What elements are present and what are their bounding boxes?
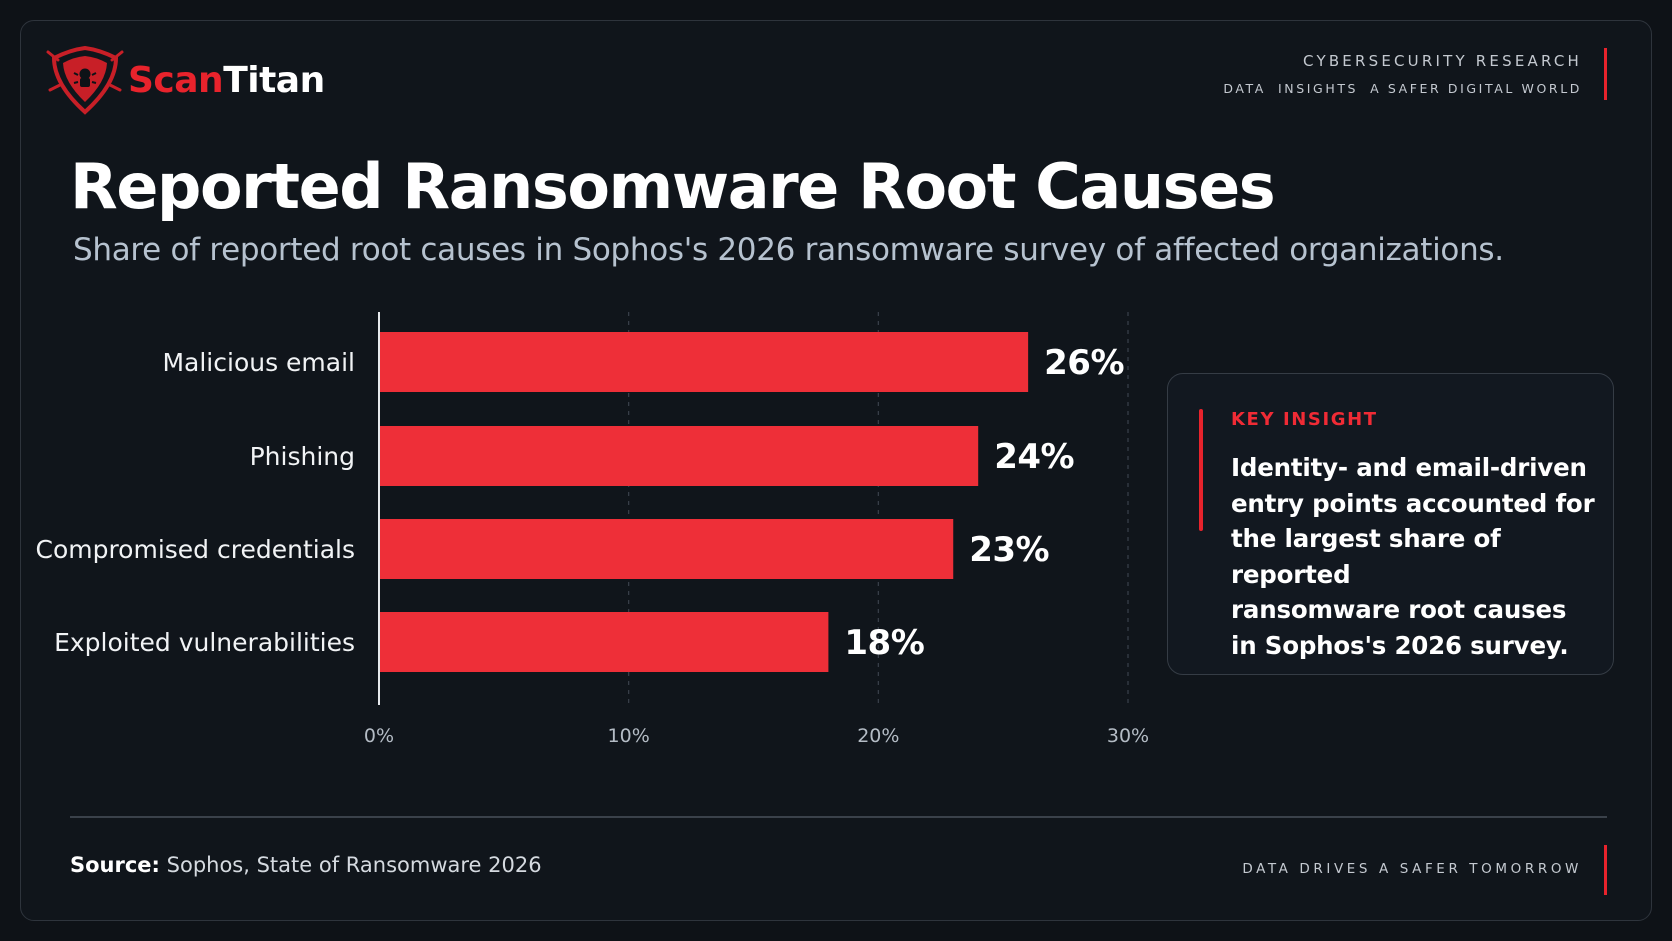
category-label: Exploited vulnerabilities (54, 628, 355, 657)
bar (379, 426, 979, 486)
header-tag-safer: A SAFER DIGITAL WORLD (1370, 81, 1582, 96)
bar (379, 519, 954, 579)
category-label: Compromised credentials (35, 535, 355, 564)
key-insight-card: KEY INSIGHT Identity- and email-driven e… (1167, 373, 1614, 675)
header-tag-data: DATA (1223, 81, 1266, 96)
insight-line: the largest share of reported (1231, 524, 1501, 589)
value-label: 24% (994, 437, 1074, 477)
header-accent-bar (1604, 48, 1607, 100)
source-note: Source: Sophos, State of Ransomware 2026 (70, 853, 542, 877)
footer-tagline: DATA DRIVES A SAFER TOMORROW (1242, 861, 1582, 877)
insight-line: ransomware root causes (1231, 595, 1567, 624)
category-label: Phishing (250, 442, 355, 471)
footer-accent-bar (1604, 845, 1607, 895)
bar (379, 332, 1029, 392)
header-line1: CYBERSECURITY RESEARCH (1303, 52, 1582, 70)
value-label: 23% (969, 530, 1049, 570)
shield-icon (46, 45, 124, 115)
source-label: Source: (70, 853, 160, 877)
x-tick-label: 0% (364, 725, 394, 747)
header-line2: DATA INSIGHTS A SAFER DIGITAL WORLD (1223, 81, 1582, 96)
header-tag-insights: INSIGHTS (1277, 81, 1359, 96)
value-label: 26% (1044, 343, 1124, 383)
bar (379, 612, 829, 672)
footer-divider (70, 816, 1607, 818)
page-subtitle: Share of reported root causes in Sophos'… (73, 232, 1504, 268)
insight-line: in Sophos's 2026 survey. (1231, 630, 1569, 660)
insight-text: Identity- and email-driven entry points … (1231, 450, 1603, 663)
value-label: 18% (844, 623, 924, 663)
brand-name-part1: Scan (128, 60, 224, 101)
header-tagline: CYBERSECURITY RESEARCH DATA INSIGHTS A SAF… (1223, 52, 1582, 96)
x-tick-label: 30% (1107, 725, 1149, 747)
source-text: Sophos, State of Ransomware 2026 (166, 853, 542, 877)
brand-name: ScanTitan (128, 60, 325, 101)
brand-name-part2: Titan (223, 60, 325, 101)
x-tick-label: 20% (857, 725, 899, 747)
brand-logo: ScanTitan (44, 38, 325, 120)
category-label: Malicious email (162, 348, 355, 377)
insight-line: Identity- and email-driven (1231, 453, 1587, 482)
insight-heading: KEY INSIGHT (1231, 409, 1378, 430)
insight-line: entry points accounted for (1231, 488, 1595, 518)
x-tick-label: 10% (608, 725, 650, 747)
page-title: Reported Ransomware Root Causes (70, 150, 1276, 223)
insight-accent-bar (1199, 409, 1203, 531)
